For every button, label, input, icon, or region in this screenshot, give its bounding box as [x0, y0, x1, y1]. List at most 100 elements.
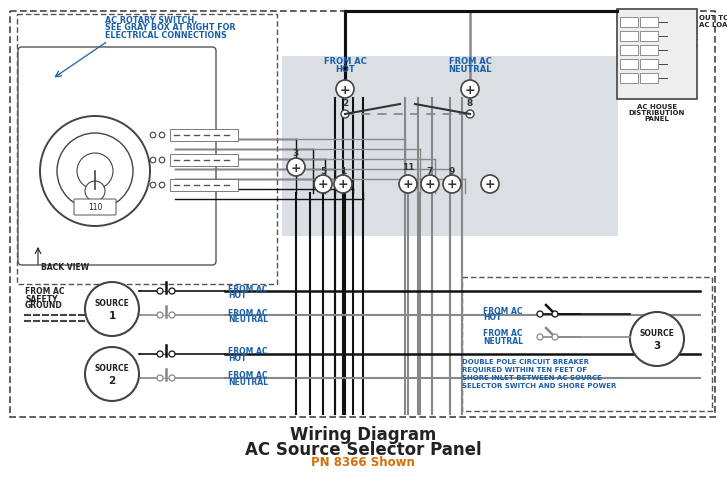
Circle shape	[169, 351, 175, 357]
Text: NEUTRAL: NEUTRAL	[228, 378, 268, 387]
Circle shape	[159, 183, 165, 189]
Circle shape	[552, 312, 558, 317]
Text: HOT: HOT	[228, 291, 246, 300]
Text: DOUBLE POLE CIRCUIT BREAKER: DOUBLE POLE CIRCUIT BREAKER	[462, 358, 589, 364]
Text: FROM AC: FROM AC	[228, 347, 268, 356]
Text: +: +	[318, 178, 329, 191]
Bar	[640, 74, 658, 84]
Circle shape	[85, 181, 105, 202]
FancyBboxPatch shape	[170, 130, 238, 142]
Circle shape	[169, 312, 175, 318]
Text: HOT: HOT	[228, 354, 246, 363]
Text: NEUTRAL: NEUTRAL	[449, 65, 491, 74]
Circle shape	[287, 159, 305, 177]
Text: FROM AC: FROM AC	[228, 284, 268, 293]
Text: OUT TO: OUT TO	[699, 15, 727, 21]
Text: AC LOADS: AC LOADS	[699, 22, 727, 28]
Circle shape	[159, 133, 165, 139]
Text: 1: 1	[340, 166, 346, 175]
Text: SOURCE: SOURCE	[95, 364, 129, 373]
Text: +: +	[340, 84, 350, 96]
Text: AC Source Selector Panel: AC Source Selector Panel	[245, 440, 481, 458]
Text: 3: 3	[293, 149, 299, 158]
Bar	[620, 60, 638, 70]
Text: +: +	[465, 84, 475, 96]
Circle shape	[481, 176, 499, 193]
Text: HOT: HOT	[335, 65, 355, 74]
Circle shape	[399, 176, 417, 193]
Text: Wiring Diagram: Wiring Diagram	[290, 425, 436, 443]
Circle shape	[150, 158, 156, 164]
Text: SELECTOR SWITCH AND SHORE POWER: SELECTOR SWITCH AND SHORE POWER	[462, 382, 616, 388]
Circle shape	[537, 312, 543, 317]
Text: GROUND: GROUND	[25, 301, 63, 310]
Bar	[620, 74, 638, 84]
Text: +: +	[403, 178, 414, 191]
Bar	[620, 18, 638, 28]
Text: 7: 7	[427, 166, 433, 175]
Circle shape	[157, 288, 163, 294]
Circle shape	[85, 347, 139, 401]
Text: SAFETY: SAFETY	[25, 294, 57, 303]
Text: HOT: HOT	[483, 313, 502, 322]
Bar	[620, 32, 638, 42]
Text: ELECTRICAL CONNECTIONS: ELECTRICAL CONNECTIONS	[105, 31, 227, 40]
Text: SHORE INLET BETWEEN AC SOURCE: SHORE INLET BETWEEN AC SOURCE	[462, 374, 602, 380]
Text: 8: 8	[467, 98, 473, 107]
Text: BACK VIEW: BACK VIEW	[41, 263, 89, 272]
Circle shape	[85, 282, 139, 336]
Text: 11: 11	[402, 163, 414, 172]
Circle shape	[537, 334, 543, 340]
Circle shape	[40, 117, 150, 227]
Circle shape	[150, 133, 156, 139]
Text: 5: 5	[320, 166, 326, 175]
Circle shape	[466, 111, 474, 119]
Text: 3: 3	[654, 340, 661, 350]
Text: FROM AC: FROM AC	[228, 308, 268, 317]
Bar	[640, 32, 658, 42]
Polygon shape	[282, 57, 618, 237]
FancyBboxPatch shape	[18, 48, 216, 265]
Bar	[617, 10, 697, 100]
Text: SOURCE: SOURCE	[640, 329, 675, 338]
Text: +: +	[446, 178, 457, 191]
Text: PN 8366 Shown: PN 8366 Shown	[311, 456, 415, 468]
Circle shape	[57, 134, 133, 210]
Circle shape	[150, 183, 156, 189]
Text: FROM AC: FROM AC	[25, 287, 65, 296]
Circle shape	[159, 158, 165, 164]
Text: AC ROTARY SWITCH,: AC ROTARY SWITCH,	[105, 15, 197, 24]
Circle shape	[169, 375, 175, 381]
Circle shape	[157, 351, 163, 357]
Text: +: +	[337, 178, 348, 191]
Text: FROM AC: FROM AC	[228, 371, 268, 380]
Text: FROM AC: FROM AC	[449, 58, 491, 66]
Text: FROM AC: FROM AC	[324, 58, 366, 66]
Text: SEE GRAY BOX AT RIGHT FOR: SEE GRAY BOX AT RIGHT FOR	[105, 24, 236, 33]
Circle shape	[336, 81, 354, 99]
Circle shape	[77, 154, 113, 190]
Circle shape	[443, 176, 461, 193]
Bar	[640, 60, 658, 70]
Text: REQUIRED WITHIN TEN FEET OF: REQUIRED WITHIN TEN FEET OF	[462, 366, 587, 372]
Bar	[640, 18, 658, 28]
FancyBboxPatch shape	[170, 155, 238, 167]
Text: 2: 2	[108, 375, 116, 385]
Text: SOURCE: SOURCE	[95, 299, 129, 308]
Text: FROM AC: FROM AC	[483, 306, 523, 315]
FancyBboxPatch shape	[74, 200, 116, 216]
Text: DISTRIBUTION: DISTRIBUTION	[629, 110, 685, 116]
Circle shape	[421, 176, 439, 193]
Text: NEUTRAL: NEUTRAL	[483, 336, 523, 345]
Circle shape	[552, 334, 558, 340]
Text: NEUTRAL: NEUTRAL	[228, 315, 268, 324]
Text: +: +	[485, 178, 495, 191]
Text: 110: 110	[88, 203, 103, 212]
Text: +: +	[291, 161, 301, 174]
Circle shape	[341, 111, 349, 119]
Circle shape	[630, 312, 684, 366]
Text: FROM AC: FROM AC	[483, 329, 523, 338]
Text: +: +	[425, 178, 435, 191]
Circle shape	[334, 176, 352, 193]
Bar	[620, 46, 638, 56]
